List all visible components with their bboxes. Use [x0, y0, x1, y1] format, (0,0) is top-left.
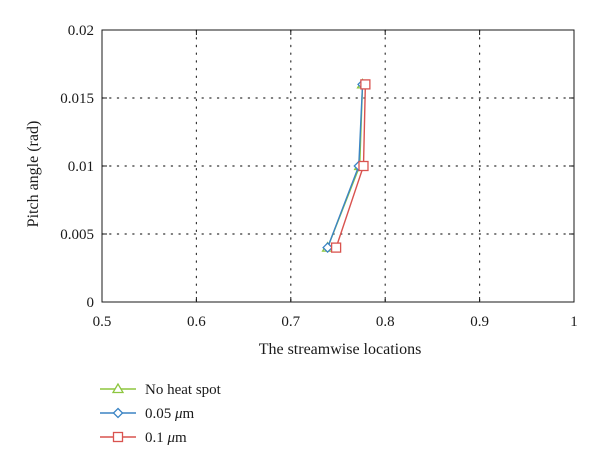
y-tick-label: 0.01 — [68, 159, 94, 175]
x-axis-title: The streamwise locations — [259, 341, 422, 358]
legend-marker-diamond — [112, 407, 124, 419]
x-tick-label: 0.9 — [470, 314, 489, 330]
y-tick-label: 0 — [87, 295, 95, 311]
legend-marker-square — [112, 431, 124, 443]
legend-label: No heat spot — [145, 382, 222, 398]
legend-marker-triangle — [111, 382, 125, 394]
y-tick-label: 0.015 — [60, 91, 94, 107]
legend-item: 0.05 μm — [100, 406, 195, 422]
y-tick-label: 0.02 — [68, 23, 94, 39]
data-point-square — [330, 242, 342, 253]
series-layer — [321, 78, 371, 254]
x-tick-label: 1 — [570, 314, 578, 330]
y-axis-title: Pitch angle (rad) — [25, 121, 42, 228]
data-point-square — [360, 79, 371, 90]
legend: No heat spot 0.05 μm 0.1 μm — [100, 382, 222, 446]
x-tick-label: 0.5 — [93, 314, 112, 330]
series-2 — [330, 79, 371, 253]
data-point-square — [358, 160, 369, 172]
legend-label: 0.1 μm — [145, 430, 187, 446]
x-tick-label: 0.7 — [281, 314, 300, 330]
y-tick-label: 0.005 — [60, 227, 94, 243]
x-axis-ticks: 0.5 0.6 0.7 0.8 0.9 1 — [93, 30, 578, 330]
legend-item: No heat spot — [100, 382, 222, 398]
y-axis-ticks: 0 0.005 0.01 0.015 0.02 — [60, 23, 574, 311]
x-tick-label: 0.8 — [376, 314, 395, 330]
legend-label: 0.05 μm — [145, 406, 195, 422]
grid — [101, 29, 575, 303]
data-point-diamond — [322, 242, 334, 254]
legend-item: 0.1 μm — [100, 430, 187, 446]
x-tick-label: 0.6 — [187, 314, 206, 330]
